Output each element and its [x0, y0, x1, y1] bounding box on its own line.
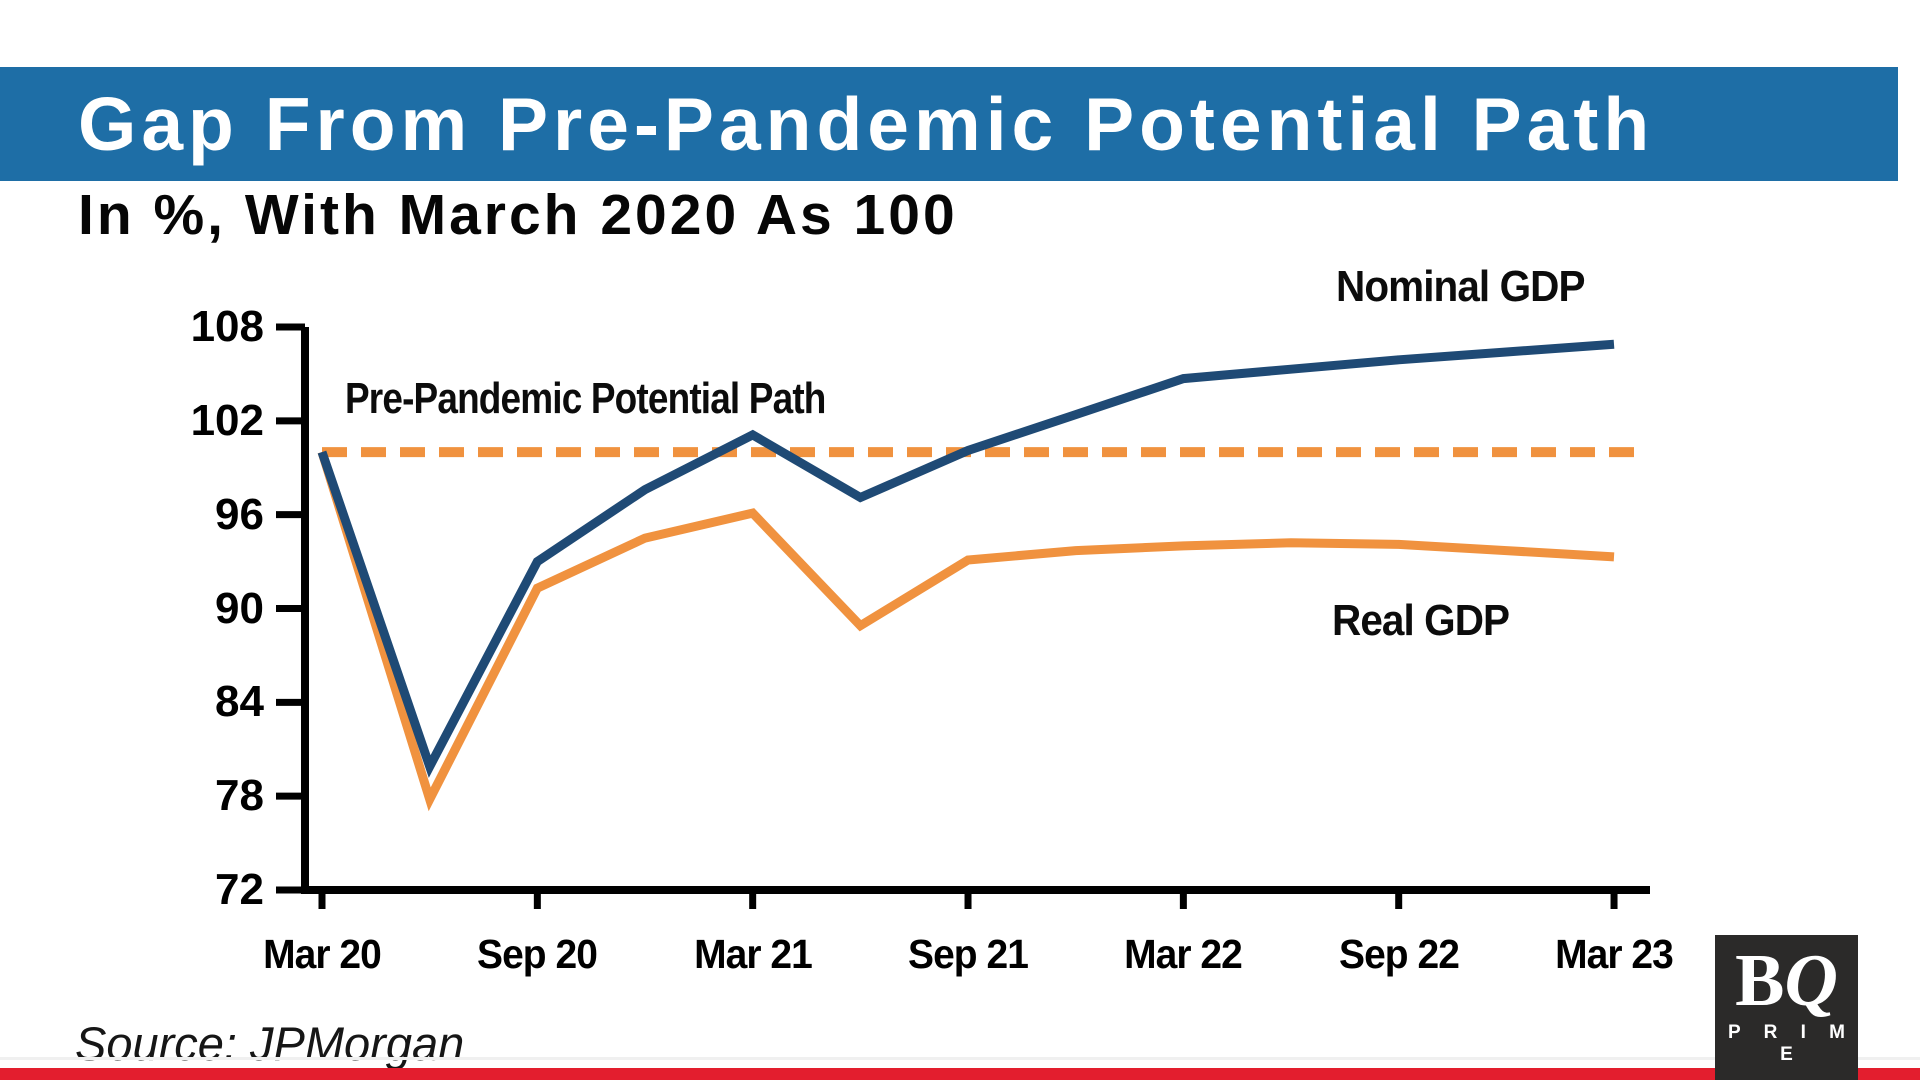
bq-logo-q: Q [1784, 940, 1838, 1022]
source-credit: Source: JPMorgan [75, 1017, 465, 1070]
bq-prime-logo: BQ P R I M E [1715, 935, 1858, 1080]
annotation-potential-path: Pre-Pandemic Potential Path [345, 374, 826, 423]
annotation-nominal-gdp: Nominal GDP [1336, 262, 1585, 311]
bq-logo-monogram: BQ [1715, 943, 1858, 1019]
nominal-gdp-line [317, 339, 1615, 778]
bq-logo-prime-label: P R I M E [1728, 1022, 1854, 1065]
annotation-real-gdp: Real GDP [1332, 596, 1510, 645]
chart-title: Gap From Pre-Pandemic Potential Path [78, 82, 1655, 166]
bq-logo-b: B [1735, 940, 1785, 1022]
bottom-red-bar [0, 1068, 1920, 1080]
real-gdp-line [317, 450, 1615, 812]
footer-separator [0, 1057, 1920, 1060]
chart-subtitle: In %, With March 2020 As 100 [78, 183, 958, 247]
title-band: Gap From Pre-Pandemic Potential Path [0, 67, 1898, 181]
